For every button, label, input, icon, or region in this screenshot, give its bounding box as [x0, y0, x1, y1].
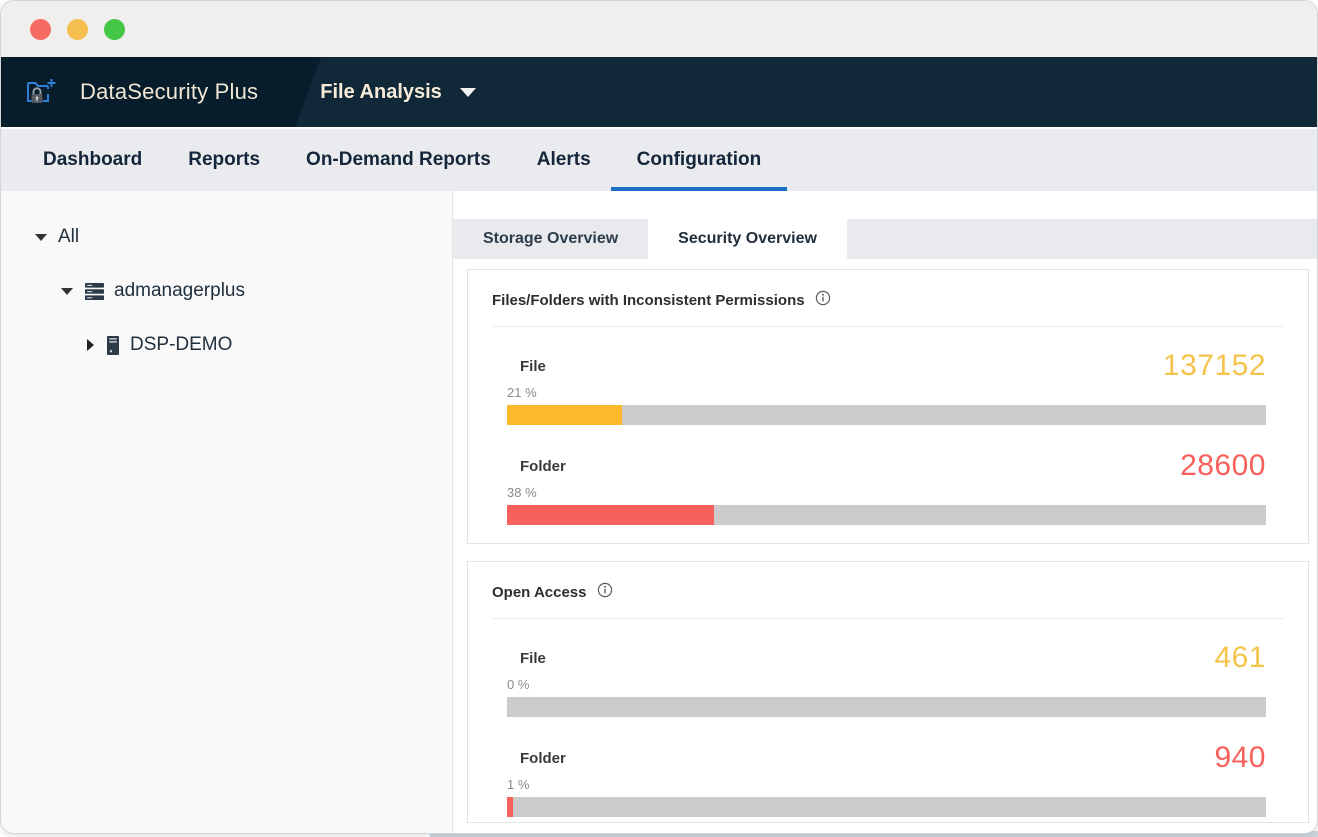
chevron-down-icon	[459, 87, 476, 97]
open-access-panel: Open Access Fil	[467, 561, 1309, 823]
stat-label: File	[520, 649, 546, 667]
progress-bar	[507, 505, 1266, 525]
background-strip	[430, 831, 1318, 837]
window-titlebar	[1, 1, 1317, 57]
panel-divider	[492, 618, 1284, 619]
progress-bar	[507, 405, 1266, 425]
info-icon[interactable]	[815, 290, 831, 311]
caret-right-icon[interactable]	[87, 339, 94, 351]
stat-value: 137152	[1162, 349, 1266, 382]
server-tree-sidebar: All admanagerplus	[1, 191, 453, 833]
progress-bar	[507, 797, 1266, 817]
tree-item-dsp-demo[interactable]: DSP-DEMO	[1, 331, 452, 359]
caret-down-icon[interactable]	[61, 287, 73, 295]
stat-percent: 38 %	[507, 485, 537, 500]
stat-value: 940	[1214, 741, 1266, 774]
progress-bar	[507, 697, 1266, 717]
stat-value: 461	[1214, 641, 1266, 674]
nav-tab-on-demand-reports[interactable]: On-Demand Reports	[306, 149, 491, 170]
stat-row-folder: Folder 28600 38 %	[507, 449, 1266, 525]
nav-tab-configuration[interactable]: Configuration	[610, 129, 787, 191]
minimize-window-button[interactable]	[67, 18, 88, 40]
server-tower-icon	[105, 335, 121, 356]
app-title: DataSecurity Plus	[80, 79, 259, 104]
module-name: File Analysis	[320, 80, 442, 103]
app-header-brand-panel	[1, 57, 321, 127]
info-icon[interactable]	[597, 582, 613, 603]
stat-percent: 0 %	[507, 677, 530, 692]
main-nav: Dashboard Reports On-Demand Reports Aler…	[1, 127, 1317, 191]
stat-row-folder: Folder 940 1 %	[507, 741, 1266, 817]
tab-security-overview[interactable]: Security Overview	[648, 219, 847, 259]
caret-down-icon[interactable]	[35, 233, 47, 241]
tree-item-admanagerplus[interactable]: admanagerplus	[1, 277, 452, 305]
module-selector[interactable]: File Analysis	[320, 81, 476, 104]
stat-label: Folder	[520, 457, 566, 475]
tree-item-all[interactable]: All	[1, 223, 452, 251]
panel-title: Open Access	[492, 584, 587, 601]
progress-bar-fill	[507, 505, 715, 525]
panel-title: Files/Folders with Inconsistent Permissi…	[492, 292, 805, 309]
brand: DataSecurity Plus	[1, 77, 258, 107]
tree-item-label: All	[58, 226, 80, 247]
stat-row-file: File 461 0 %	[507, 641, 1266, 717]
server-stack-icon	[84, 281, 105, 302]
inconsistent-permissions-panel: Files/Folders with Inconsistent Permissi…	[467, 269, 1309, 544]
progress-bar-fill	[507, 405, 622, 425]
stat-percent: 21 %	[507, 385, 537, 400]
datasecurity-plus-logo-icon	[25, 77, 57, 107]
app-header: DataSecurity Plus File Analysis	[1, 57, 1317, 127]
configuration-content: Storage Overview Security Overview Files…	[453, 191, 1317, 833]
stat-row-file: File 137152 21 %	[507, 349, 1266, 425]
stat-percent: 1 %	[507, 777, 530, 792]
nav-tab-dashboard[interactable]: Dashboard	[43, 149, 143, 170]
tab-storage-overview[interactable]: Storage Overview	[483, 230, 619, 247]
nav-tab-alerts[interactable]: Alerts	[536, 149, 591, 170]
zoom-window-button[interactable]	[104, 18, 125, 40]
overview-tabs: Storage Overview Security Overview	[453, 219, 1317, 259]
page-body: All admanagerplus	[1, 191, 1317, 833]
progress-bar-fill	[507, 797, 514, 817]
tree-item-label: DSP-DEMO	[130, 334, 233, 355]
tree-item-label: admanagerplus	[114, 280, 245, 301]
stat-value: 28600	[1180, 449, 1266, 482]
close-window-button[interactable]	[30, 18, 51, 40]
panel-divider	[492, 326, 1284, 327]
stat-label: File	[520, 357, 546, 375]
stat-label: Folder	[520, 749, 566, 767]
nav-tab-reports[interactable]: Reports	[188, 149, 261, 170]
